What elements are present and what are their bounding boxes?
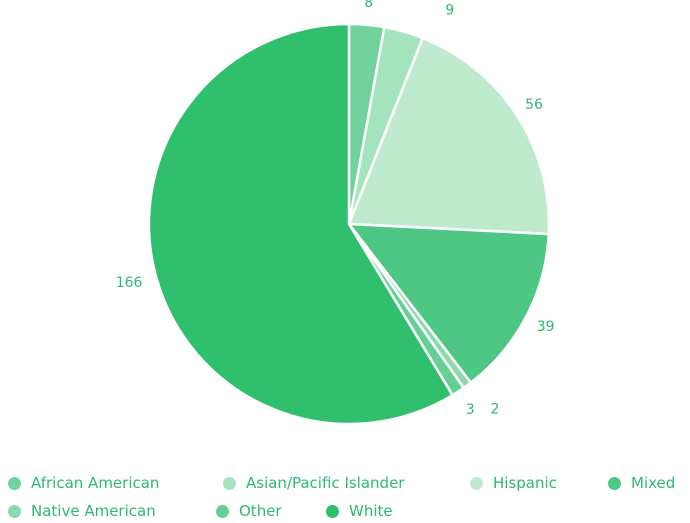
legend-label-other: Other bbox=[239, 502, 282, 520]
pie-slice-hispanic[interactable] bbox=[347, 36, 551, 236]
data-label-mixed: 39 bbox=[537, 319, 555, 335]
legend-marker-mixed bbox=[608, 476, 621, 490]
legend-marker-asian-pacific-islander bbox=[223, 476, 236, 490]
legend-row-1: African American Asian/Pacific Islander … bbox=[8, 472, 690, 494]
legend-marker-hispanic bbox=[470, 476, 483, 490]
legend-label-native-american: Native American bbox=[31, 502, 156, 520]
data-label-white: 166 bbox=[116, 275, 143, 291]
pie-chart-svg: 8 9 56 39 23 166 bbox=[116, 0, 555, 426]
pie-slice-white[interactable] bbox=[147, 22, 454, 426]
pie-slice-mixed[interactable] bbox=[347, 222, 550, 384]
legend-marker-native-american bbox=[8, 504, 21, 518]
legend-item-mixed[interactable]: Mixed bbox=[608, 472, 675, 494]
legend-marker-african-american bbox=[8, 476, 21, 490]
legend-marker-white bbox=[326, 504, 339, 518]
legend-item-other[interactable]: Other bbox=[216, 500, 282, 522]
data-label-other: 3 bbox=[466, 402, 475, 418]
legend-label-white: White bbox=[349, 502, 393, 520]
legend-label-hispanic: Hispanic bbox=[493, 474, 557, 492]
legend-row-2: Native American Other White bbox=[8, 500, 690, 522]
data-label-native-american: 2 bbox=[491, 401, 500, 417]
legend-label-mixed: Mixed bbox=[631, 474, 676, 492]
legend-item-hispanic[interactable]: Hispanic bbox=[470, 472, 557, 494]
legend-label-african-american: African American bbox=[31, 474, 160, 492]
legend-label-asian-pacific-islander: Asian/Pacific Islander bbox=[246, 474, 405, 492]
legend-item-white[interactable]: White bbox=[326, 500, 393, 522]
legend-item-african-american[interactable]: African American bbox=[8, 472, 159, 494]
legend-marker-other bbox=[216, 504, 229, 518]
data-label-asian-pacific-islander: 9 bbox=[445, 2, 454, 18]
chart-legend: African American Asian/Pacific Islander … bbox=[8, 465, 690, 523]
legend-item-asian-pacific-islander[interactable]: Asian/Pacific Islander bbox=[223, 472, 404, 494]
data-label-african-american: 8 bbox=[364, 0, 373, 11]
legend-item-native-american[interactable]: Native American bbox=[8, 500, 156, 522]
data-label-hispanic: 56 bbox=[525, 97, 543, 113]
